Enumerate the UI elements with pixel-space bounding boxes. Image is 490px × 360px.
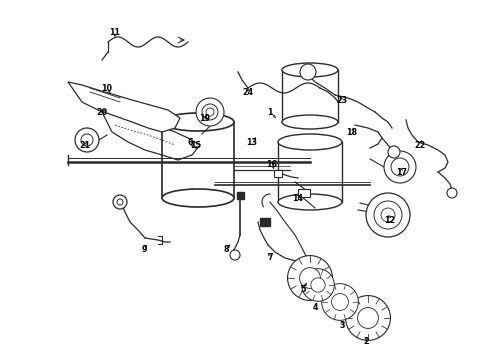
Text: 20: 20: [97, 108, 108, 117]
Circle shape: [447, 188, 457, 198]
Circle shape: [202, 104, 218, 120]
Text: 11: 11: [109, 27, 121, 36]
Ellipse shape: [278, 134, 342, 150]
Bar: [274, 170, 282, 177]
Circle shape: [384, 151, 416, 183]
Text: 19: 19: [199, 113, 211, 122]
Polygon shape: [68, 82, 180, 132]
Circle shape: [206, 108, 214, 116]
Circle shape: [288, 256, 332, 301]
Text: 9: 9: [141, 246, 147, 255]
Circle shape: [196, 98, 224, 126]
Ellipse shape: [282, 63, 338, 77]
Circle shape: [366, 193, 410, 237]
Circle shape: [332, 293, 348, 310]
Text: 1: 1: [267, 108, 273, 117]
Circle shape: [391, 158, 409, 176]
Text: 17: 17: [396, 167, 408, 176]
Circle shape: [302, 269, 334, 301]
Bar: [237, 192, 244, 199]
Circle shape: [345, 296, 391, 341]
Text: 18: 18: [346, 127, 358, 136]
Text: 10: 10: [101, 84, 113, 93]
Circle shape: [388, 146, 400, 158]
Text: 21: 21: [79, 140, 91, 149]
Ellipse shape: [278, 194, 342, 210]
Text: 2: 2: [363, 338, 369, 346]
Text: 16: 16: [267, 159, 277, 168]
Bar: [298, 189, 310, 197]
Circle shape: [75, 128, 99, 152]
Circle shape: [117, 199, 123, 205]
Ellipse shape: [162, 113, 234, 131]
FancyBboxPatch shape: [282, 70, 338, 122]
Circle shape: [113, 195, 127, 209]
Text: 6: 6: [187, 138, 193, 147]
FancyBboxPatch shape: [162, 122, 234, 198]
Circle shape: [311, 278, 325, 292]
Bar: [260, 218, 270, 226]
Text: 23: 23: [337, 95, 347, 104]
Ellipse shape: [162, 189, 234, 207]
Text: 5: 5: [300, 285, 306, 294]
Text: 15: 15: [191, 140, 201, 149]
Text: 7: 7: [267, 253, 273, 262]
Text: 4: 4: [312, 303, 318, 312]
Circle shape: [299, 267, 320, 288]
FancyBboxPatch shape: [278, 142, 342, 202]
Text: 3: 3: [339, 320, 345, 329]
Circle shape: [300, 64, 316, 80]
Text: 14: 14: [293, 194, 303, 202]
Ellipse shape: [282, 115, 338, 129]
Text: 8: 8: [223, 246, 229, 255]
Circle shape: [374, 201, 402, 229]
Text: 13: 13: [246, 138, 258, 147]
Text: 24: 24: [243, 87, 253, 96]
Circle shape: [230, 250, 240, 260]
Text: 22: 22: [415, 140, 426, 149]
Circle shape: [321, 284, 358, 320]
Circle shape: [358, 307, 378, 328]
Text: 12: 12: [385, 216, 395, 225]
Circle shape: [381, 208, 395, 222]
Circle shape: [81, 134, 93, 146]
